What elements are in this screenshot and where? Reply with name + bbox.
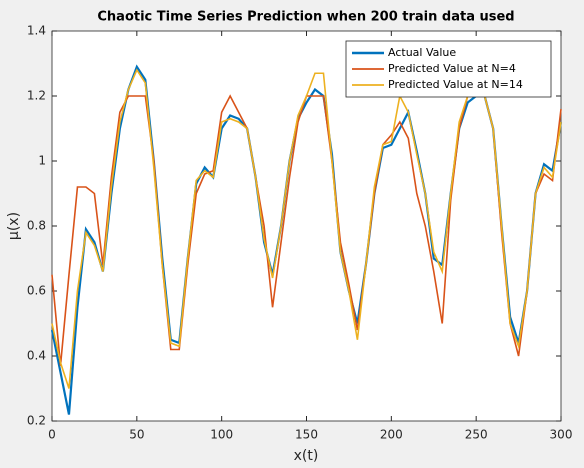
x-tick-label: 200	[380, 428, 403, 442]
x-tick-label: 0	[48, 428, 56, 442]
y-tick-label: 0.4	[27, 349, 46, 363]
x-tick-label: 50	[129, 428, 144, 442]
x-axis-label: x(t)	[294, 448, 319, 464]
y-tick-label: 0.8	[27, 219, 46, 233]
y-axis-label: μ(x)	[6, 212, 22, 240]
chart-title: Chaotic Time Series Prediction when 200 …	[97, 10, 514, 25]
y-tick-label: 1.2	[27, 89, 46, 103]
x-tick-label: 150	[295, 428, 318, 442]
y-tick-label: 0.6	[27, 284, 46, 298]
legend-label: Predicted Value at N=4	[388, 62, 516, 75]
x-tick-label: 100	[210, 428, 233, 442]
legend-box	[345, 40, 552, 98]
x-tick-label: 300	[550, 428, 573, 442]
legend-label: Predicted Value at N=14	[388, 78, 523, 91]
y-tick-label: 1.4	[27, 24, 46, 38]
y-tick-label: 1	[38, 154, 46, 168]
y-tick-label: 0.2	[27, 414, 46, 428]
x-tick-label: 250	[465, 428, 488, 442]
legend-label: Actual Value	[388, 46, 456, 59]
